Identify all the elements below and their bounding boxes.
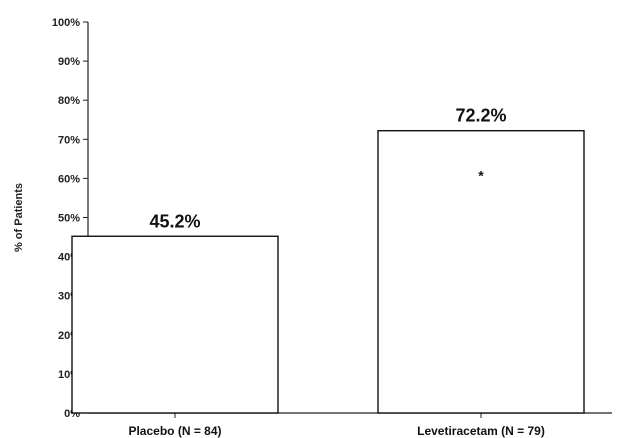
labels: 45.2% Placebo (N = 84) 72.2% Levetiracetam … [128, 106, 544, 438]
data-label: 45.2% [149, 211, 200, 231]
significance-annotation: * [478, 168, 484, 184]
x-tick-label: Placebo (N = 84) [128, 424, 221, 438]
bar [71, 235, 279, 414]
y-tick-label: 90% [58, 56, 80, 68]
y-tick-label: 70% [58, 134, 80, 146]
data-label: 72.2% [455, 106, 506, 126]
y-tick-label: 50% [58, 213, 80, 225]
y-tick-label: 80% [58, 95, 80, 107]
bar [377, 129, 585, 414]
x-tick-label: Levetiracetam (N = 79) [417, 424, 545, 438]
y-axis-title: % of Patients [13, 183, 25, 252]
y-tick-label: 60% [58, 173, 80, 185]
y-tick-label: 100% [52, 17, 80, 29]
bars [71, 129, 585, 414]
